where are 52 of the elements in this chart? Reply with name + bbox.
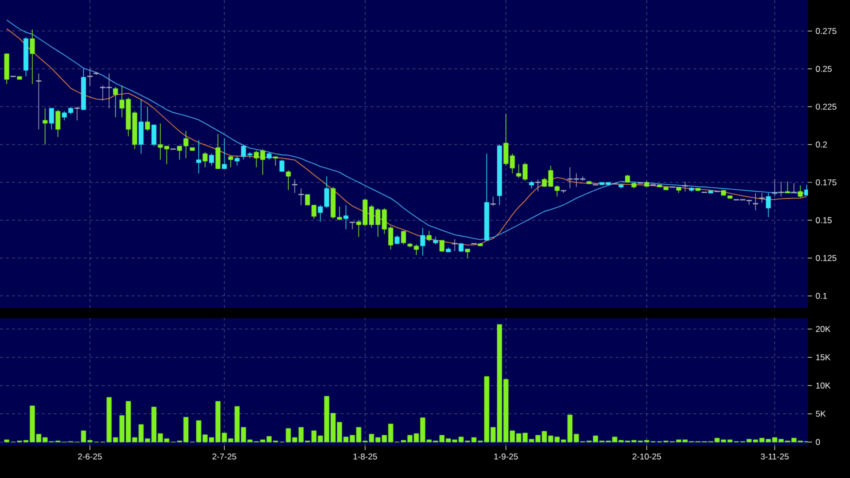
x-tick-label: 1-8-25 <box>354 454 378 460</box>
x-tick-label: 2-7-25 <box>212 454 236 460</box>
candlestick <box>420 227 426 256</box>
candlestick <box>286 170 291 190</box>
candlestick <box>196 140 202 174</box>
candlestick <box>273 156 278 166</box>
y-tick-label: 0 <box>816 439 820 446</box>
candlestick <box>439 240 444 252</box>
candlestick <box>560 190 567 194</box>
candlestick <box>798 185 803 198</box>
y-tick-label: 10K <box>816 382 830 389</box>
x-tick-label: 1-9-25 <box>494 454 518 460</box>
candlestick <box>228 154 234 168</box>
x-tick-label: 2-10-25 <box>632 454 661 460</box>
candlestick <box>49 108 54 130</box>
candlestick <box>215 134 220 170</box>
candlestick <box>209 153 214 166</box>
candlestick <box>113 86 118 118</box>
candlestick <box>234 156 240 166</box>
candlestick <box>42 108 48 145</box>
candlestick <box>804 184 808 196</box>
candlestick <box>785 181 790 194</box>
candlestick <box>74 106 80 121</box>
y-tick-label: 0.275 <box>816 28 836 34</box>
y-tick-label: 15K <box>816 354 830 360</box>
candlestick <box>766 192 771 218</box>
candlestick <box>279 159 284 172</box>
y-tick-label: 0.25 <box>816 66 832 72</box>
candlestick <box>426 230 432 242</box>
y-tick-label: 20K <box>816 326 830 332</box>
candlestick <box>55 109 60 138</box>
candlestick <box>138 98 144 154</box>
y-tick-label: 0.225 <box>816 104 836 110</box>
candlestick <box>394 235 400 245</box>
candlestick <box>401 230 406 245</box>
x-tick-label: 3-11-25 <box>760 454 789 460</box>
x-tick-label: 2-6-25 <box>78 454 102 460</box>
candlestick <box>145 106 150 132</box>
candlestick <box>343 204 348 230</box>
candlestick <box>202 152 208 168</box>
y-tick-label: 0.15 <box>816 217 832 224</box>
y-tick-label: 5K <box>816 410 826 417</box>
y-tick-label: 0.2 <box>816 142 827 148</box>
candlestick <box>752 192 759 211</box>
candlestick <box>222 138 227 170</box>
candlestick <box>458 242 464 252</box>
y-tick-label: 0.1 <box>816 292 827 299</box>
y-tick-label: 0.125 <box>816 255 836 262</box>
candlestick <box>151 124 156 146</box>
candlestick <box>30 29 35 84</box>
candlestick <box>465 248 470 258</box>
y-tick-label: 0.175 <box>816 179 836 186</box>
